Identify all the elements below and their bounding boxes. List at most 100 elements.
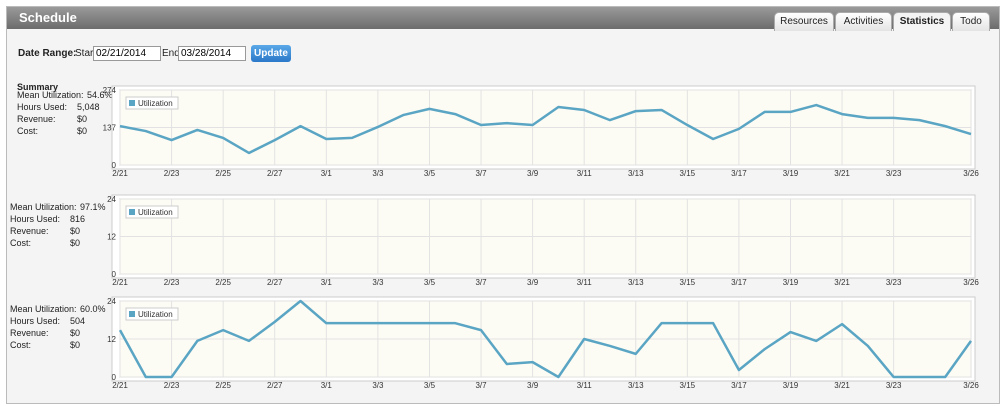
- x-tick-label: 3/15: [680, 169, 696, 178]
- title: Schedule: [19, 10, 77, 25]
- update-button[interactable]: Update: [251, 45, 291, 62]
- summary-value: 816: [70, 214, 85, 224]
- y-tick-label: 274: [103, 86, 117, 95]
- x-tick-label: 3/13: [628, 278, 644, 287]
- data-line: [118, 299, 973, 379]
- tab[interactable]: Activities: [835, 12, 892, 31]
- legend-label: Utilization: [138, 208, 173, 217]
- summary-label: Mean Utilization:: [10, 202, 77, 212]
- summary-label: Hours Used:: [10, 214, 60, 224]
- label: Date Range:: [18, 48, 77, 59]
- x-tick-label: 3/17: [731, 169, 747, 178]
- summary-value: $0: [70, 226, 80, 236]
- x-tick-label: 3/9: [527, 278, 539, 287]
- x-tick-label: 3/23: [886, 278, 902, 287]
- title-bar: Schedule: [7, 7, 999, 29]
- x-tick-label: 3/1: [321, 169, 333, 178]
- x-tick-label: 2/21: [112, 381, 128, 390]
- legend-swatch: [129, 100, 135, 106]
- x-tick-label: 3/5: [424, 169, 436, 178]
- summary-label: Mean Utilization:: [10, 304, 77, 314]
- x-tick-label: 3/3: [372, 169, 384, 178]
- tab[interactable]: Resources: [774, 12, 834, 31]
- y-tick-label: 0: [112, 373, 117, 382]
- summary-label: Mean Utilization:: [17, 90, 84, 100]
- x-tick-label: 3/1: [321, 381, 333, 390]
- tab[interactable]: Todo: [952, 12, 990, 31]
- x-tick-label: 3/19: [783, 278, 799, 287]
- x-tick-label: 2/23: [164, 169, 180, 178]
- y-tick-label: 0: [112, 161, 117, 170]
- x-tick-label: 3/26: [963, 169, 979, 178]
- x-tick-label: 3/19: [783, 381, 799, 390]
- y-tick-label: 12: [107, 233, 116, 242]
- x-tick-label: 3/23: [886, 381, 902, 390]
- x-tick-label: 3/26: [963, 381, 979, 390]
- legend-swatch: [129, 209, 135, 215]
- summary-value: $0: [70, 238, 80, 248]
- summary-label: Cost:: [17, 126, 38, 136]
- x-tick-label: 3/5: [424, 278, 436, 287]
- y-tick-label: 24: [107, 297, 116, 306]
- x-tick-label: 2/25: [215, 169, 231, 178]
- x-tick-label: 2/27: [267, 169, 283, 178]
- x-tick-label: 3/17: [731, 278, 747, 287]
- y-tick-label: 0: [112, 270, 117, 279]
- x-tick-label: 3/15: [680, 381, 696, 390]
- legend-label: Utilization: [138, 310, 173, 319]
- summary-label: Hours Used:: [10, 316, 60, 326]
- summary-value: 504: [70, 316, 85, 326]
- x-tick-label: 3/13: [628, 381, 644, 390]
- start-input[interactable]: 02/21/2014: [93, 46, 161, 61]
- x-tick-label: 3/23: [886, 169, 902, 178]
- y-tick-label: 137: [103, 124, 117, 133]
- x-tick-label: 2/23: [164, 381, 180, 390]
- x-tick-label: 3/9: [527, 169, 539, 178]
- legend-swatch: [129, 311, 135, 317]
- x-tick-label: 2/21: [112, 169, 128, 178]
- x-tick-label: 3/11: [577, 278, 593, 287]
- legend-box: [125, 96, 179, 110]
- x-tick-label: 3/21: [834, 381, 850, 390]
- x-tick-label: 3/11: [577, 169, 593, 178]
- x-tick-label: 3/15: [680, 278, 696, 287]
- x-tick-label: 3/5: [424, 381, 436, 390]
- x-tick-label: 3/11: [577, 381, 593, 390]
- y-tick-label: 24: [107, 195, 116, 204]
- summary-label: Revenue:: [17, 114, 56, 124]
- legend-label: Utilization: [138, 99, 173, 108]
- x-tick-label: 2/25: [215, 381, 231, 390]
- x-tick-label: 3/1: [321, 278, 333, 287]
- summary-label: Hours Used:: [17, 102, 67, 112]
- y-tick-label: 12: [107, 335, 116, 344]
- data-line: [119, 103, 972, 155]
- x-tick-label: 3/9: [527, 381, 539, 390]
- x-tick-label: 2/21: [112, 278, 128, 287]
- x-tick-label: 3/17: [731, 381, 747, 390]
- x-tick-label: 3/3: [372, 278, 384, 287]
- end-input[interactable]: 03/28/2014: [178, 46, 246, 61]
- summary-label: Revenue:: [10, 328, 49, 338]
- summary-label: Cost:: [10, 238, 31, 248]
- x-tick-label: 3/21: [834, 169, 850, 178]
- x-tick-label: 3/7: [475, 169, 487, 178]
- summary-label: Revenue:: [10, 226, 49, 236]
- summary-value: $0: [77, 126, 87, 136]
- summary-value: 60.0%: [80, 304, 106, 314]
- tab[interactable]: Statistics: [893, 12, 951, 31]
- summary-value: 97.1%: [80, 202, 106, 212]
- x-tick-label: 3/7: [475, 381, 487, 390]
- summary-label: Cost:: [10, 340, 31, 350]
- x-tick-label: 3/7: [475, 278, 487, 287]
- summary-value: 5,048: [77, 102, 100, 112]
- x-tick-label: 2/25: [215, 278, 231, 287]
- summary-value: $0: [70, 340, 80, 350]
- x-tick-label: 3/13: [628, 169, 644, 178]
- label: End:: [162, 48, 183, 59]
- summary-value: $0: [77, 114, 87, 124]
- summary-value: $0: [70, 328, 80, 338]
- legend-box: [125, 205, 179, 219]
- summary-heading: Summary: [17, 82, 58, 92]
